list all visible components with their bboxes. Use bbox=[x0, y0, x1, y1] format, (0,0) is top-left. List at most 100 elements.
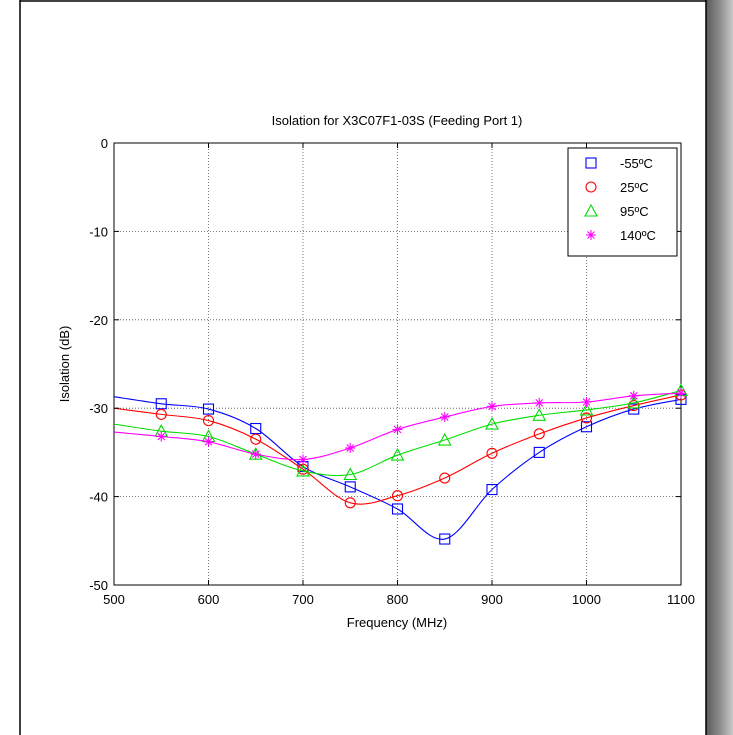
marker-shape bbox=[629, 391, 638, 400]
marker-shape bbox=[486, 447, 498, 459]
data-point-series-3 bbox=[392, 424, 403, 435]
data-point-series-2 bbox=[485, 416, 499, 430]
data-point-series-1 bbox=[202, 415, 215, 427]
legend-items: -55ºC 25ºC 95ºC 140ºC bbox=[584, 156, 656, 243]
axis-layer: 500 600 700 800 900 1000 1100 -50 -40 -30 -20 -10 0 bbox=[89, 136, 695, 607]
marker-shape bbox=[585, 181, 597, 193]
data-point-series-1 bbox=[250, 433, 262, 445]
marker-shape bbox=[251, 450, 260, 459]
data-point-series-1 bbox=[391, 490, 404, 502]
marker-shape bbox=[628, 403, 640, 415]
data-point-series-3 bbox=[534, 397, 545, 408]
legend-item: 140ºC bbox=[586, 228, 656, 243]
data-point-series-3 bbox=[345, 442, 356, 453]
marker-shape bbox=[585, 157, 597, 169]
marker-shape bbox=[343, 467, 358, 481]
series-line-2 bbox=[113, 389, 682, 477]
legend-item: -55ºC bbox=[585, 156, 653, 171]
data-point-series-3 bbox=[156, 431, 167, 442]
x-tick-label: 700 bbox=[292, 592, 314, 607]
data-point-series-3 bbox=[203, 436, 214, 447]
x-tick-label: 1100 bbox=[667, 592, 695, 607]
series-line-0 bbox=[113, 396, 682, 540]
data-point-series-2 bbox=[390, 447, 405, 461]
marker-shape bbox=[391, 490, 404, 502]
data-point-series-2 bbox=[437, 432, 452, 446]
data-point-series-1 bbox=[155, 408, 167, 420]
data-point-series-3 bbox=[487, 401, 497, 412]
marker-shape bbox=[587, 231, 595, 239]
data-point-series-0 bbox=[344, 481, 356, 493]
legend-label: 25ºC bbox=[620, 180, 649, 195]
data-point-series-3 bbox=[676, 388, 686, 399]
legend-label: 95ºC bbox=[620, 204, 649, 219]
data-point-series-0 bbox=[533, 446, 545, 458]
x-tick-label: 900 bbox=[481, 592, 503, 607]
data-point-series-2 bbox=[343, 467, 358, 481]
y-tick-label: -30 bbox=[89, 401, 108, 416]
marker-shape bbox=[157, 432, 166, 441]
data-point-series-0 bbox=[486, 483, 498, 496]
marker-shape bbox=[390, 447, 405, 461]
marker-shape bbox=[155, 408, 167, 420]
data-point-series-3 bbox=[298, 454, 308, 465]
marker-shape bbox=[202, 415, 215, 427]
marker-shape bbox=[202, 403, 215, 415]
legend-marker bbox=[585, 181, 597, 193]
legend-item: 95ºC bbox=[584, 203, 649, 219]
marker-shape bbox=[437, 432, 452, 446]
marker-shape bbox=[391, 503, 404, 515]
data-point-series-0 bbox=[155, 398, 167, 410]
x-tick-label: 800 bbox=[387, 592, 409, 607]
marker-shape bbox=[393, 425, 402, 434]
y-tick-label: 0 bbox=[101, 136, 108, 151]
data-point-series-1 bbox=[439, 472, 451, 484]
marker-shape bbox=[439, 533, 451, 545]
marker-shape bbox=[486, 483, 498, 496]
series-layer bbox=[113, 383, 688, 545]
data-point-series-0 bbox=[580, 421, 593, 433]
marker-shape bbox=[299, 455, 307, 464]
marker-shape bbox=[579, 402, 594, 416]
x-axis-label: Frequency (MHz) bbox=[347, 615, 447, 630]
y-tick-label: -20 bbox=[89, 313, 108, 328]
page-side-shadow bbox=[706, 0, 733, 735]
marker-shape bbox=[440, 413, 449, 421]
x-tick-label: 1000 bbox=[572, 592, 601, 607]
y-axis-label: Isolation (dB) bbox=[57, 326, 72, 403]
data-point-series-3 bbox=[628, 390, 639, 401]
data-point-series-2 bbox=[296, 463, 310, 477]
legend-marker bbox=[584, 203, 598, 217]
data-point-series-1 bbox=[344, 497, 356, 509]
marker-shape bbox=[485, 416, 499, 430]
marker-shape bbox=[250, 422, 262, 435]
data-point-series-0 bbox=[202, 403, 215, 415]
y-tick-label: -40 bbox=[89, 490, 108, 505]
marker-shape bbox=[582, 398, 591, 406]
marker-shape bbox=[488, 402, 496, 411]
marker-shape bbox=[626, 395, 641, 409]
chart-title: Isolation for X3C07F1-03S (Feeding Port … bbox=[272, 113, 523, 128]
marker-shape bbox=[584, 203, 598, 217]
series-line-1 bbox=[113, 394, 682, 505]
marker-shape bbox=[155, 398, 167, 410]
marker-shape bbox=[535, 399, 544, 407]
data-point-series-3 bbox=[581, 397, 592, 408]
legend-label: -55ºC bbox=[620, 156, 653, 171]
legend-item: 25ºC bbox=[585, 180, 649, 195]
data-point-series-3 bbox=[439, 412, 450, 423]
data-point-series-2 bbox=[532, 408, 547, 421]
data-point-series-1 bbox=[533, 428, 545, 440]
data-point-series-2 bbox=[626, 395, 641, 409]
data-point-series-0 bbox=[628, 403, 640, 415]
marker-shape bbox=[580, 412, 593, 424]
data-point-series-3 bbox=[250, 449, 261, 460]
marker-shape bbox=[533, 446, 545, 458]
marker-shape bbox=[250, 433, 262, 445]
marker-shape bbox=[344, 497, 356, 509]
y-tick-label: -10 bbox=[89, 224, 108, 239]
marker-shape bbox=[677, 389, 685, 398]
legend-label: 140ºC bbox=[620, 228, 656, 243]
marker-shape bbox=[344, 481, 356, 493]
marker-shape bbox=[532, 408, 547, 421]
